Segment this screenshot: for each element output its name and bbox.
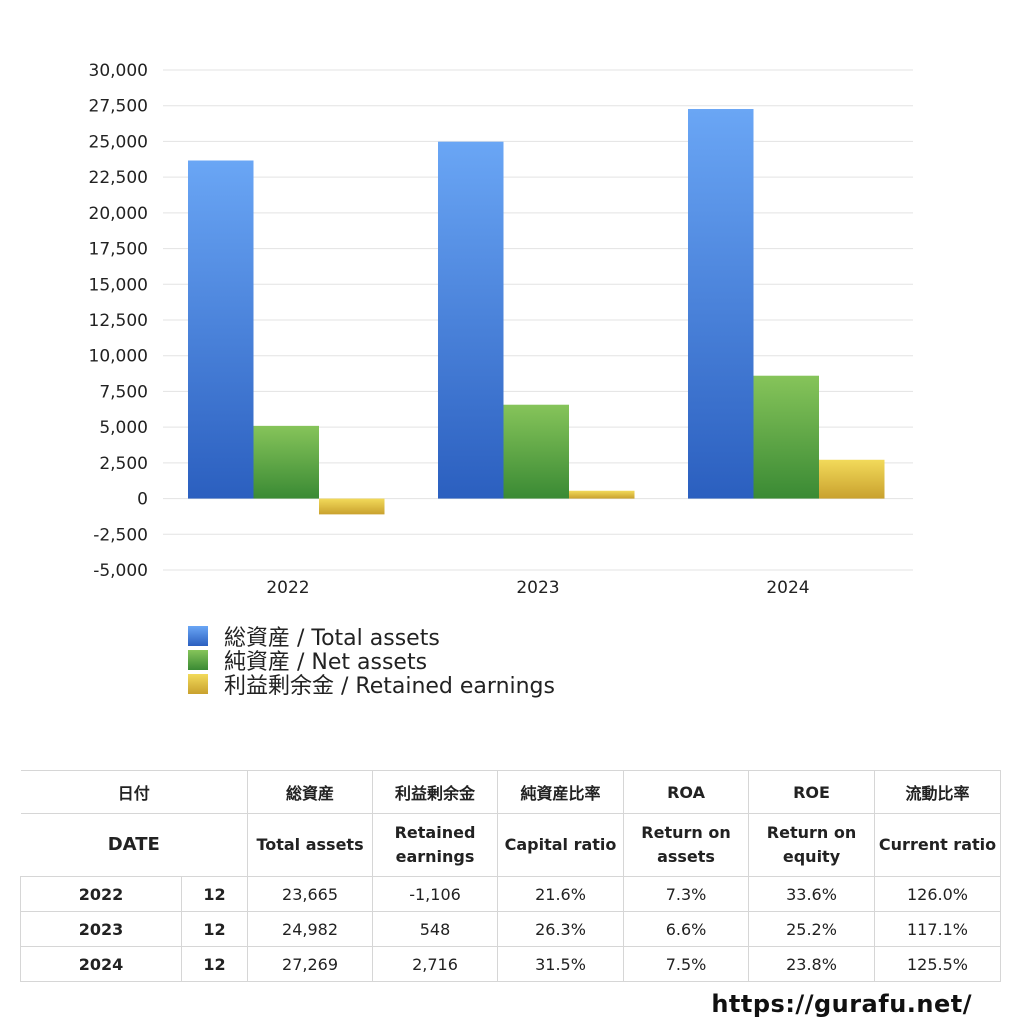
- row-roa: 7.5%: [623, 946, 750, 982]
- row-month: 12: [180, 946, 249, 982]
- header-retained-en: Retained earnings: [372, 813, 499, 877]
- y-tick-label: 15,000: [89, 275, 148, 295]
- header-roa-en: Return on assets: [623, 813, 750, 877]
- bar-net-assets-2024: [753, 375, 819, 499]
- row-roe: 23.8%: [748, 946, 876, 982]
- y-tick-label: 0: [137, 490, 148, 510]
- legend-label-retained-earnings: 利益剰余金 / Retained earnings: [224, 674, 555, 699]
- site-url[interactable]: https://gurafu.net/: [711, 990, 972, 1018]
- row-current-ratio: 117.1%: [874, 911, 1002, 947]
- row-roa: 7.3%: [623, 876, 750, 912]
- legend-item-retained-earnings: 利益剰余金 / Retained earnings: [188, 672, 555, 699]
- table-header-en: DATE Total assets Retained earnings Capit…: [20, 813, 1002, 877]
- chart-legend: 総資産 / Total assets 純資産 / Net assets 利益剰余…: [188, 624, 555, 699]
- y-tick-label: 7,500: [99, 382, 148, 402]
- row-month: 12: [180, 911, 249, 947]
- y-tick-label: 17,500: [89, 240, 148, 260]
- header-retained-en-line2: earnings: [395, 847, 475, 866]
- row-roa: 6.6%: [623, 911, 750, 947]
- bar-net-assets-2022: [253, 425, 319, 499]
- row-capital-ratio: 26.3%: [497, 911, 625, 947]
- row-total-assets: 27,269: [247, 946, 374, 982]
- header-roa-en-line2: assets: [657, 847, 715, 866]
- legend-swatch-net-assets: [188, 650, 208, 670]
- y-axis-ticks: 30,000 27,500 25,000 22,500 20,000 17,500 15,0…: [89, 61, 148, 581]
- header-roe-en-line1: Return on: [766, 823, 857, 842]
- x-tick-label: 2022: [266, 578, 309, 598]
- chart-bars: [188, 109, 885, 515]
- header-roa-jp: ROA: [623, 770, 750, 814]
- header-roe-jp: ROE: [748, 770, 876, 814]
- x-tick-label: 2023: [516, 578, 559, 598]
- header-current-ratio-en: Current ratio: [874, 813, 1002, 877]
- table-row: 2022 12 23,665 -1,106 21.6% 7.3% 33.6% 1…: [20, 876, 1002, 912]
- y-tick-label: 10,000: [89, 347, 148, 367]
- header-current-ratio-jp: 流動比率: [874, 770, 1002, 814]
- row-total-assets: 23,665: [247, 876, 374, 912]
- table-row: 2024 12 27,269 2,716 31.5% 7.5% 23.8% 12…: [20, 946, 1002, 982]
- bar-total-assets-2023: [438, 141, 504, 499]
- row-current-ratio: 126.0%: [874, 876, 1002, 912]
- row-capital-ratio: 31.5%: [497, 946, 625, 982]
- bar-retained-earnings-2024: [819, 459, 885, 499]
- bar-total-assets-2022: [188, 160, 254, 499]
- header-capital-ratio-jp: 純資産比率: [497, 770, 625, 814]
- row-month: 12: [180, 876, 249, 912]
- row-retained: 2,716: [372, 946, 499, 982]
- legend-swatch-total-assets: [188, 626, 208, 646]
- legend-label-total-assets: 総資産 / Total assets: [224, 626, 440, 651]
- bar-retained-earnings-2022: [319, 498, 385, 515]
- y-tick-label: -2,500: [93, 525, 148, 545]
- legend-item-total-assets: 総資産 / Total assets: [188, 624, 555, 651]
- row-capital-ratio: 21.6%: [497, 876, 625, 912]
- financial-summary-table: 日付 総資産 利益剰余金 純資産比率 ROA ROE 流動比率 DATE Tot…: [20, 770, 1002, 982]
- header-capital-ratio-en: Capital ratio: [497, 813, 625, 877]
- header-roa-en-line1: Return on: [641, 823, 731, 842]
- y-tick-label: 30,000: [89, 61, 148, 81]
- y-tick-label: 27,500: [89, 97, 148, 117]
- x-tick-label: 2024: [766, 578, 809, 598]
- header-roe-en: Return on equity: [748, 813, 876, 877]
- header-total-assets-jp: 総資産: [247, 770, 374, 814]
- row-current-ratio: 125.5%: [874, 946, 1002, 982]
- header-retained-en-line1: Retained: [394, 823, 476, 842]
- row-roe: 33.6%: [748, 876, 876, 912]
- row-total-assets: 24,982: [247, 911, 374, 947]
- table-row: 2023 12 24,982 548 26.3% 6.6% 25.2% 117.…: [20, 911, 1002, 947]
- bar-total-assets-2024: [688, 109, 754, 499]
- row-retained: -1,106: [372, 876, 499, 912]
- header-roe-en-line2: equity: [782, 847, 841, 866]
- row-year: 2022: [20, 876, 182, 912]
- legend-label-net-assets: 純資産 / Net assets: [224, 650, 428, 675]
- y-tick-label: 20,000: [89, 204, 148, 224]
- y-tick-label: 5,000: [99, 418, 148, 438]
- y-tick-label: 25,000: [89, 132, 148, 152]
- row-year: 2023: [20, 911, 182, 947]
- y-tick-label: 2,500: [99, 454, 148, 474]
- legend-swatch-retained-earnings: [188, 674, 208, 694]
- row-year: 2024: [20, 946, 182, 982]
- x-axis-ticks: 2022 2023 2024: [266, 578, 809, 598]
- table-header-jp: 日付 総資産 利益剰余金 純資産比率 ROA ROE 流動比率: [20, 770, 1002, 814]
- header-retained-jp: 利益剰余金: [372, 770, 499, 814]
- legend-item-net-assets: 純資産 / Net assets: [188, 648, 555, 675]
- header-total-assets-en: Total assets: [247, 813, 374, 877]
- header-date-en: DATE: [20, 813, 249, 877]
- y-tick-label: 22,500: [89, 168, 148, 188]
- bar-retained-earnings-2023: [569, 490, 635, 499]
- row-retained: 548: [372, 911, 499, 947]
- y-tick-label: 12,500: [89, 311, 148, 331]
- row-roe: 25.2%: [748, 911, 876, 947]
- bar-chart: 30,000 27,500 25,000 22,500 20,000 17,500 15,0…: [89, 61, 913, 598]
- bar-net-assets-2023: [503, 404, 569, 499]
- header-date-jp: 日付: [20, 770, 249, 814]
- y-tick-label: -5,000: [93, 561, 148, 581]
